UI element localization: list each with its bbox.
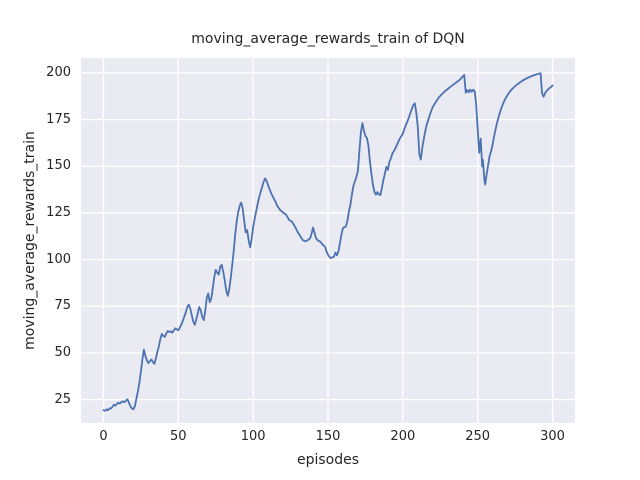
y-tick-label: 175	[46, 111, 71, 127]
y-tick-label: 150	[46, 158, 71, 174]
y-tick-label: 75	[54, 298, 71, 314]
x-tick-label: 50	[170, 429, 187, 444]
x-tick-label: 100	[240, 429, 266, 444]
plot-area	[81, 58, 575, 423]
y-tick-label: 100	[46, 251, 71, 267]
y-axis-label: moving_average_rewards_train	[22, 131, 38, 350]
y-tick-label: 125	[46, 204, 71, 220]
x-tick-label: 300	[540, 429, 565, 444]
y-tick-label: 25	[54, 391, 71, 407]
chart-title: moving_average_rewards_train of DQN	[191, 31, 465, 47]
data-line	[102, 72, 554, 412]
x-tick-label: 150	[315, 429, 341, 444]
x-tick-label: 250	[465, 429, 491, 444]
x-tick-label: 0	[99, 429, 108, 444]
line-chart-canvas	[81, 58, 575, 423]
x-axis-label: episodes	[296, 452, 360, 468]
x-tick-label: 200	[390, 429, 416, 444]
y-tick-label: 200	[46, 64, 71, 80]
y-tick-label: 50	[54, 344, 71, 360]
